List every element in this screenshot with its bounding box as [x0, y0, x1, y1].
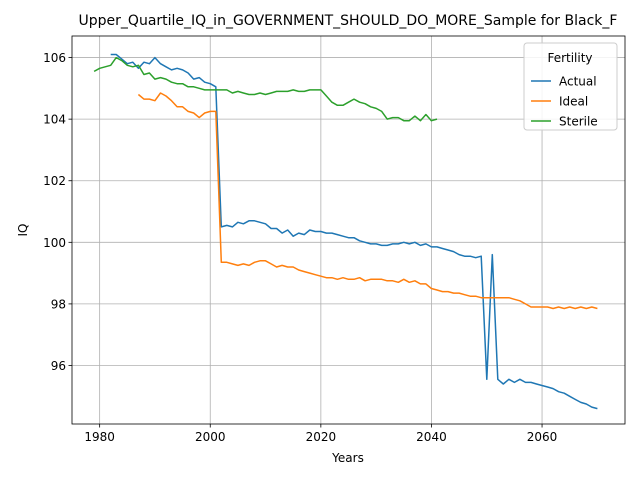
chart-title: Upper_Quartile_IQ_in_GOVERNMENT_SHOULD_D… [79, 13, 618, 29]
y-tick-label: 104 [43, 113, 66, 127]
legend: Fertility Actual Ideal Sterile [523, 42, 618, 131]
axis-ticks: 1980 2000 2020 2040 2060 96 98 100 102 104 106 [43, 51, 557, 444]
series-line-sterile [93, 56, 438, 122]
x-tick-label: 2040 [416, 430, 447, 444]
legend-box [523, 42, 618, 131]
y-tick-label: 100 [43, 236, 66, 250]
y-tick-label: 102 [43, 174, 66, 188]
series-lines [93, 53, 598, 410]
series-line-actual [110, 53, 598, 410]
series-line-ideal [137, 92, 598, 310]
y-tick-label: 98 [51, 297, 66, 311]
x-tick-label: 2000 [195, 430, 226, 444]
legend-label-sterile: Sterile [559, 115, 598, 129]
x-axis-label: Years [331, 451, 364, 465]
x-tick-label: 1980 [84, 430, 115, 444]
legend-label-ideal: Ideal [559, 95, 588, 109]
y-tick-label: 96 [51, 359, 66, 373]
x-tick-label: 2020 [306, 430, 337, 444]
y-tick-label: 106 [43, 51, 66, 65]
legend-label-actual: Actual [559, 75, 597, 89]
plot-area-frame [71, 35, 626, 425]
y-axis-label: IQ [16, 224, 30, 237]
legend-title: Fertility [547, 51, 592, 65]
x-tick-label: 2060 [527, 430, 558, 444]
